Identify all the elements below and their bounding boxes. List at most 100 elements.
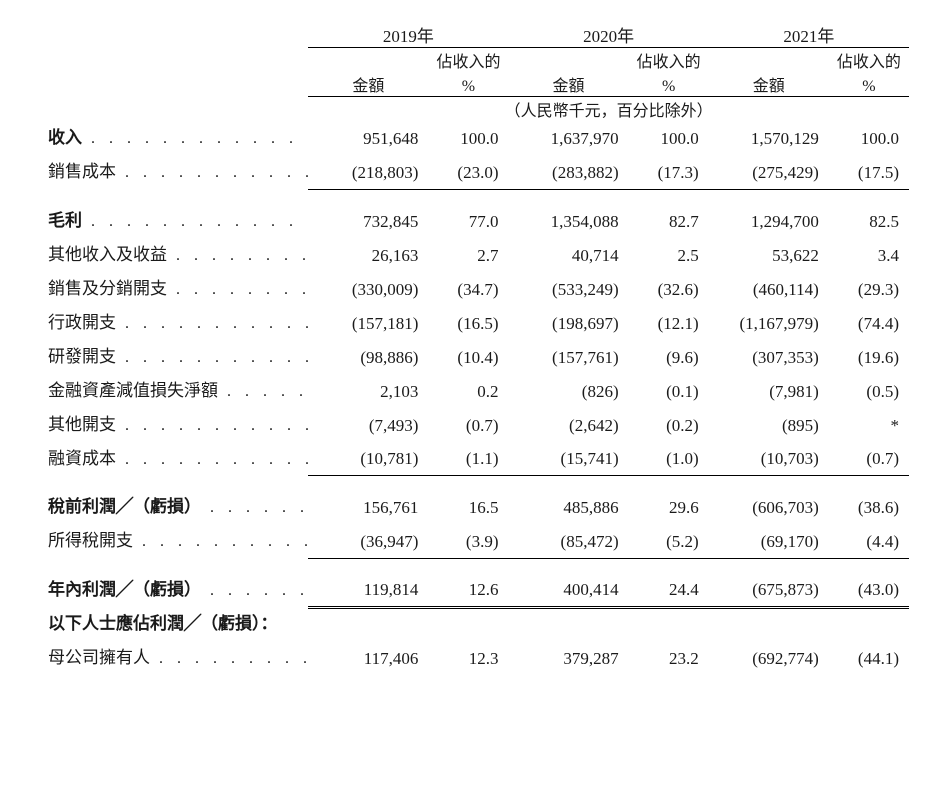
row-label: 毛利 <box>48 204 308 238</box>
table-row: 行政開支(157,181)(16.5)(198,697)(12.1)(1,167… <box>48 306 909 340</box>
amount-cell: 1,294,700 <box>709 204 829 238</box>
amount-cell: 40,714 <box>509 238 629 272</box>
table-row: 銷售及分銷開支(330,009)(34.7)(533,249)(32.6)(46… <box>48 272 909 306</box>
amount-cell: (2,642) <box>509 408 629 442</box>
amount-cell: 53,622 <box>709 238 829 272</box>
pct-cell: 82.7 <box>629 204 709 238</box>
pct-label-2020-top: 佔收入的 <box>629 48 709 73</box>
amount-cell: (85,472) <box>509 524 629 558</box>
pct-cell: (29.3) <box>829 272 909 306</box>
pct-cell: (3.9) <box>428 524 508 558</box>
pct-cell: (43.0) <box>829 573 909 608</box>
pct-cell: (4.4) <box>829 524 909 558</box>
pct-cell: (12.1) <box>629 306 709 340</box>
pct-cell: (38.6) <box>829 490 909 524</box>
table-row: 母公司擁有人117,40612.3379,28723.2(692,774)(44… <box>48 641 909 675</box>
row-label: 所得稅開支 <box>48 524 308 558</box>
table-row: 收入951,648100.01,637,970100.01,570,129100… <box>48 121 909 155</box>
table-row: 研發開支(98,886)(10.4)(157,761)(9.6)(307,353… <box>48 340 909 374</box>
row-label: 行政開支 <box>48 306 308 340</box>
amount-cell: (606,703) <box>709 490 829 524</box>
amount-cell: 485,886 <box>509 490 629 524</box>
pct-cell: (0.1) <box>629 374 709 408</box>
row-label: 其他收入及收益 <box>48 238 308 272</box>
amount-cell: (36,947) <box>308 524 428 558</box>
financial-table: 2019年 2020年 2021年 佔收入的 佔收入的 佔收入的 金額 % 金額… <box>48 22 909 675</box>
pct-cell: (10.4) <box>428 340 508 374</box>
row-label: 收入 <box>48 121 308 155</box>
amount-cell: 1,570,129 <box>709 121 829 155</box>
pct-cell: * <box>829 408 909 442</box>
amount-header-2019: 金額 <box>308 72 428 97</box>
pct-header-2019: % <box>428 72 508 97</box>
amount-cell: 379,287 <box>509 641 629 675</box>
amount-cell: (98,886) <box>308 340 428 374</box>
amount-cell: (157,181) <box>308 306 428 340</box>
amount-cell <box>308 607 428 641</box>
pct-cell: (32.6) <box>629 272 709 306</box>
table-row: 所得稅開支(36,947)(3.9)(85,472)(5.2)(69,170)(… <box>48 524 909 558</box>
amount-header-2020: 金額 <box>509 72 629 97</box>
row-label: 研發開支 <box>48 340 308 374</box>
amount-cell: 400,414 <box>509 573 629 608</box>
amount-cell <box>709 607 829 641</box>
amount-cell: (283,882) <box>509 155 629 189</box>
pct-cell: 77.0 <box>428 204 508 238</box>
amount-cell: (1,167,979) <box>709 306 829 340</box>
table-row: 其他開支(7,493)(0.7)(2,642)(0.2)(895)* <box>48 408 909 442</box>
amount-cell: 1,637,970 <box>509 121 629 155</box>
amount-cell: (10,703) <box>709 442 829 476</box>
pct-cell: 0.2 <box>428 374 508 408</box>
pct-label-2021-top: 佔收入的 <box>829 48 909 73</box>
pct-cell: 12.6 <box>428 573 508 608</box>
amount-cell: (330,009) <box>308 272 428 306</box>
amount-cell: (198,697) <box>509 306 629 340</box>
table-row: 金融資產減值損失淨額2,1030.2(826)(0.1)(7,981)(0.5) <box>48 374 909 408</box>
amount-cell: (7,493) <box>308 408 428 442</box>
table-row: 年內利潤╱（虧損）119,81412.6400,41424.4(675,873)… <box>48 573 909 608</box>
pct-cell <box>428 607 508 641</box>
pct-cell: 3.4 <box>829 238 909 272</box>
amount-cell: (307,353) <box>709 340 829 374</box>
pct-cell: (16.5) <box>428 306 508 340</box>
table-head: 2019年 2020年 2021年 佔收入的 佔收入的 佔收入的 金額 % 金額… <box>48 22 909 121</box>
amount-cell: (218,803) <box>308 155 428 189</box>
year-header-2019: 2019年 <box>308 22 508 48</box>
pct-cell: (17.5) <box>829 155 909 189</box>
pct-cell: (5.2) <box>629 524 709 558</box>
pct-cell: (0.7) <box>829 442 909 476</box>
amount-cell: (460,114) <box>709 272 829 306</box>
pct-cell: (0.5) <box>829 374 909 408</box>
pct-cell: 16.5 <box>428 490 508 524</box>
pct-cell: (17.3) <box>629 155 709 189</box>
amount-cell: (157,761) <box>509 340 629 374</box>
amount-cell: (15,741) <box>509 442 629 476</box>
pct-cell: 29.6 <box>629 490 709 524</box>
amount-cell: (7,981) <box>709 374 829 408</box>
table-row: 融資成本(10,781)(1.1)(15,741)(1.0)(10,703)(0… <box>48 442 909 476</box>
amount-cell: (275,429) <box>709 155 829 189</box>
table-body: 收入951,648100.01,637,970100.01,570,129100… <box>48 121 909 675</box>
row-label: 融資成本 <box>48 442 308 476</box>
amount-cell: 119,814 <box>308 573 428 608</box>
pct-cell: 2.7 <box>428 238 508 272</box>
pct-cell: 23.2 <box>629 641 709 675</box>
pct-cell: (23.0) <box>428 155 508 189</box>
row-label: 金融資產減值損失淨額 <box>48 374 308 408</box>
year-header-2021: 2021年 <box>709 22 909 48</box>
amount-cell: 951,648 <box>308 121 428 155</box>
pct-cell <box>829 607 909 641</box>
row-label: 其他開支 <box>48 408 308 442</box>
pct-cell: 100.0 <box>829 121 909 155</box>
table-row: 稅前利潤╱（虧損）156,76116.5485,88629.6(606,703)… <box>48 490 909 524</box>
pct-header-2020: % <box>629 72 709 97</box>
row-label: 以下人士應佔利潤╱（虧損）： <box>48 607 308 641</box>
row-label: 銷售及分銷開支 <box>48 272 308 306</box>
pct-header-2021: % <box>829 72 909 97</box>
pct-cell: (1.1) <box>428 442 508 476</box>
amount-cell: 156,761 <box>308 490 428 524</box>
pct-cell: (1.0) <box>629 442 709 476</box>
amount-cell: 2,103 <box>308 374 428 408</box>
row-label: 母公司擁有人 <box>48 641 308 675</box>
pct-cell: 100.0 <box>629 121 709 155</box>
